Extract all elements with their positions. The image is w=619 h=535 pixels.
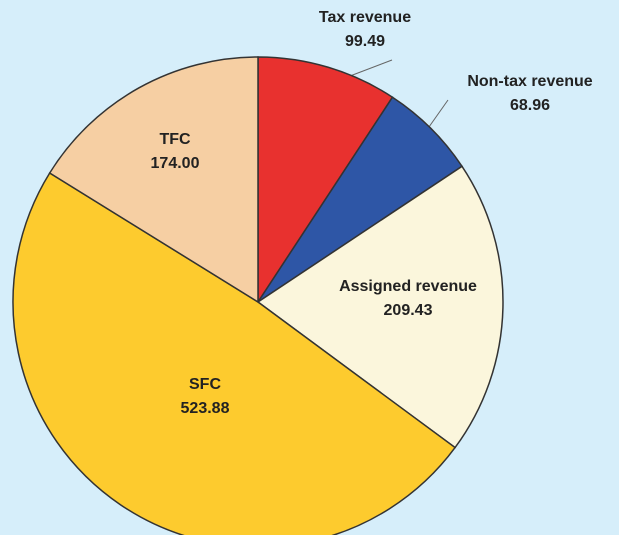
pie-slice: [257, 56, 394, 305]
slice-label: SFC: [189, 376, 221, 393]
pie-slice: [12, 171, 457, 535]
slice-label: TFC: [159, 131, 191, 148]
slice-value: 174.00: [151, 155, 200, 172]
slice-value: 99.49: [345, 33, 385, 50]
slice-value: 523.88: [181, 400, 230, 417]
slice-value: 68.96: [510, 97, 550, 114]
pie-slice: [48, 56, 259, 304]
leader-line: [349, 59, 393, 77]
slice-label: Non-tax revenue: [467, 73, 592, 90]
slice-label: Tax revenue: [319, 9, 411, 26]
slice-value: 209.43: [384, 302, 433, 319]
pie-slice: [256, 165, 504, 449]
slice-label: Assigned revenue: [339, 278, 477, 295]
